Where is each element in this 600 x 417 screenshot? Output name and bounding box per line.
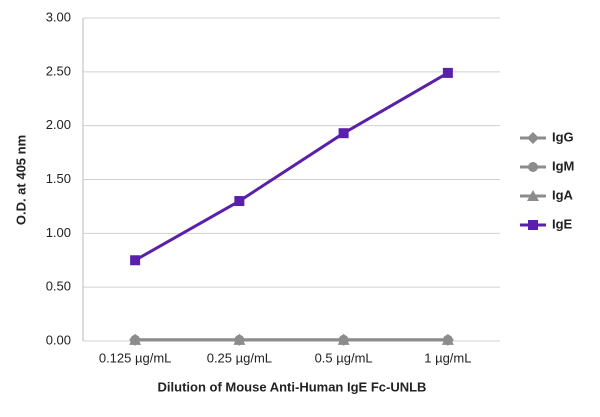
data-point bbox=[441, 333, 454, 345]
y-tick-label: 1.00 bbox=[46, 225, 71, 240]
data-point bbox=[337, 333, 350, 345]
series-line bbox=[134, 71, 449, 262]
x-tick-label: 0.5 µg/mL bbox=[315, 350, 373, 365]
data-point bbox=[442, 67, 453, 78]
y-axis-title: O.D. at 405 nm bbox=[13, 135, 28, 225]
legend-marker bbox=[528, 162, 538, 172]
x-tick-label: 0.25 µg/mL bbox=[207, 350, 272, 365]
legend-label: IgM bbox=[552, 158, 574, 173]
y-tick-label: 2.50 bbox=[46, 63, 71, 78]
legend-marker bbox=[528, 220, 538, 230]
legend-label: IgG bbox=[552, 129, 574, 144]
y-tick-label: 2.00 bbox=[46, 117, 71, 132]
data-point bbox=[129, 333, 142, 345]
legend-marker bbox=[527, 190, 539, 201]
x-axis-title: Dilution of Mouse Anti-Human IgE Fc-UNLB bbox=[158, 379, 427, 394]
y-tick-label: 1.50 bbox=[46, 171, 71, 186]
x-tick-label: 1 µg/mL bbox=[424, 350, 471, 365]
data-point bbox=[130, 255, 141, 266]
data-point bbox=[234, 196, 245, 207]
y-tick-label: 3.00 bbox=[46, 9, 71, 24]
legend-label: IgE bbox=[552, 216, 573, 231]
legend-marker bbox=[527, 132, 539, 144]
x-tick-label: 0.125 µg/mL bbox=[99, 350, 172, 365]
y-tick-label: 0.50 bbox=[46, 279, 71, 294]
data-point bbox=[233, 333, 246, 345]
y-tick-label: 0.00 bbox=[46, 332, 71, 347]
legend-label: IgA bbox=[552, 187, 574, 202]
data-point bbox=[338, 128, 349, 139]
